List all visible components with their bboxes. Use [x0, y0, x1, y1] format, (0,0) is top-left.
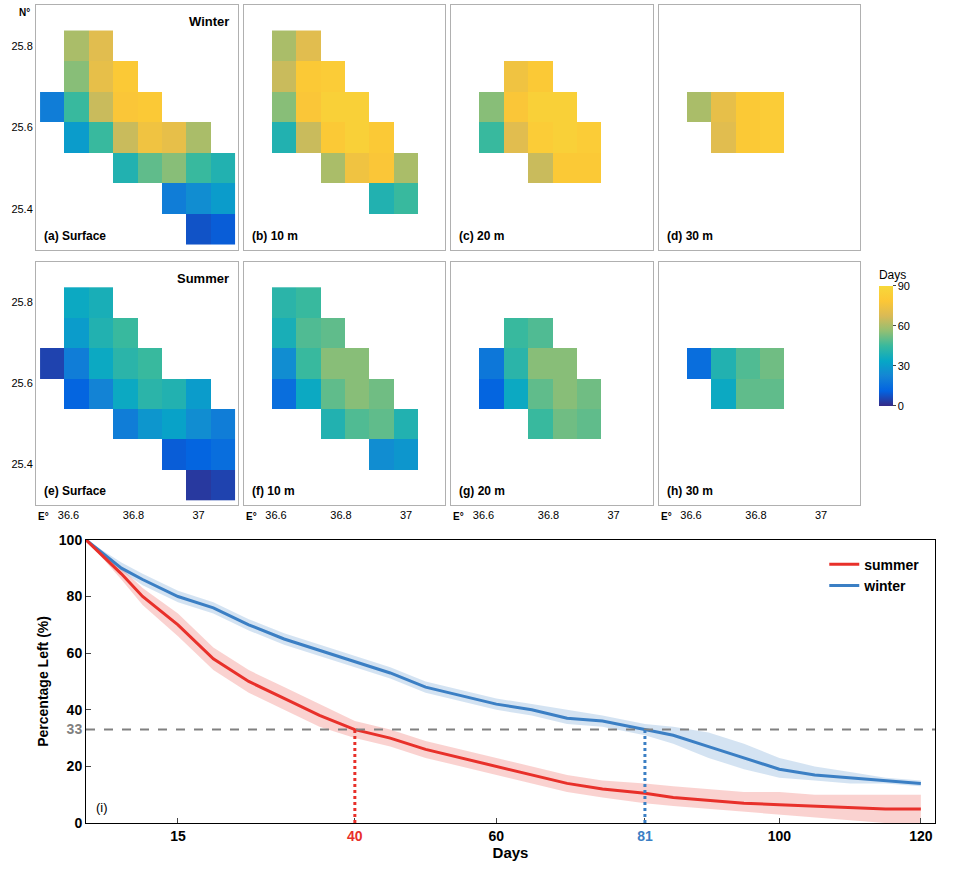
svg-text:36.6: 36.6 [680, 509, 701, 521]
svg-text:(c) 20 m: (c) 20 m [459, 229, 504, 243]
svg-text:(d) 30 m: (d) 30 m [667, 229, 713, 243]
svg-text:0: 0 [74, 815, 82, 831]
svg-text:15: 15 [170, 828, 186, 844]
svg-text:E°: E° [661, 511, 672, 522]
svg-text:25.6: 25.6 [11, 377, 32, 389]
svg-text:36.8: 36.8 [330, 509, 351, 521]
svg-text:(a) Surface: (a) Surface [44, 229, 106, 243]
svg-text:37: 37 [607, 509, 619, 521]
svg-text:E°: E° [246, 511, 257, 522]
svg-text:37: 37 [400, 509, 412, 521]
svg-text:80: 80 [67, 588, 83, 604]
svg-text:Winter: Winter [189, 14, 229, 29]
svg-text:20: 20 [67, 758, 83, 774]
svg-text:36.6: 36.6 [265, 509, 286, 521]
svg-text:40: 40 [347, 828, 363, 844]
svg-text:winter: winter [863, 578, 906, 594]
svg-text:81: 81 [637, 828, 653, 844]
svg-text:36.8: 36.8 [745, 509, 766, 521]
svg-text:60: 60 [489, 828, 505, 844]
svg-text:Summer: Summer [177, 271, 229, 286]
svg-text:25.6: 25.6 [11, 121, 32, 133]
svg-text:0: 0 [898, 400, 904, 412]
svg-text:25.4: 25.4 [11, 458, 32, 470]
svg-text:25.4: 25.4 [11, 203, 32, 215]
svg-text:summer: summer [864, 557, 919, 573]
svg-text:60: 60 [67, 645, 83, 661]
svg-text:(i): (i) [96, 800, 108, 815]
svg-text:100: 100 [768, 828, 792, 844]
svg-text:36.8: 36.8 [538, 509, 559, 521]
svg-text:N°: N° [19, 7, 30, 18]
svg-text:36.6: 36.6 [58, 509, 79, 521]
svg-text:(b) 10 m: (b) 10 m [252, 229, 298, 243]
svg-text:120: 120 [909, 828, 933, 844]
svg-text:33: 33 [67, 721, 83, 737]
svg-text:(g) 20 m: (g) 20 m [459, 484, 505, 498]
svg-text:36.6: 36.6 [473, 509, 494, 521]
svg-text:E°: E° [38, 511, 49, 522]
svg-text:(e) Surface: (e) Surface [44, 484, 106, 498]
svg-text:100: 100 [59, 532, 83, 548]
svg-text:25.8: 25.8 [11, 40, 32, 52]
svg-text:36.8: 36.8 [123, 509, 144, 521]
svg-text:Days: Days [493, 844, 529, 861]
svg-text:Percentage Left (%): Percentage Left (%) [35, 616, 51, 747]
svg-text:90: 90 [898, 280, 910, 292]
svg-text:(h) 30 m: (h) 30 m [667, 484, 713, 498]
svg-text:60: 60 [898, 320, 910, 332]
svg-text:30: 30 [898, 360, 910, 372]
svg-text:25.8: 25.8 [11, 296, 32, 308]
svg-text:(f) 10 m: (f) 10 m [252, 484, 295, 498]
svg-text:E°: E° [453, 511, 464, 522]
svg-text:40: 40 [67, 702, 83, 718]
svg-text:Days: Days [879, 268, 906, 282]
svg-text:37: 37 [192, 509, 204, 521]
svg-text:37: 37 [815, 509, 827, 521]
